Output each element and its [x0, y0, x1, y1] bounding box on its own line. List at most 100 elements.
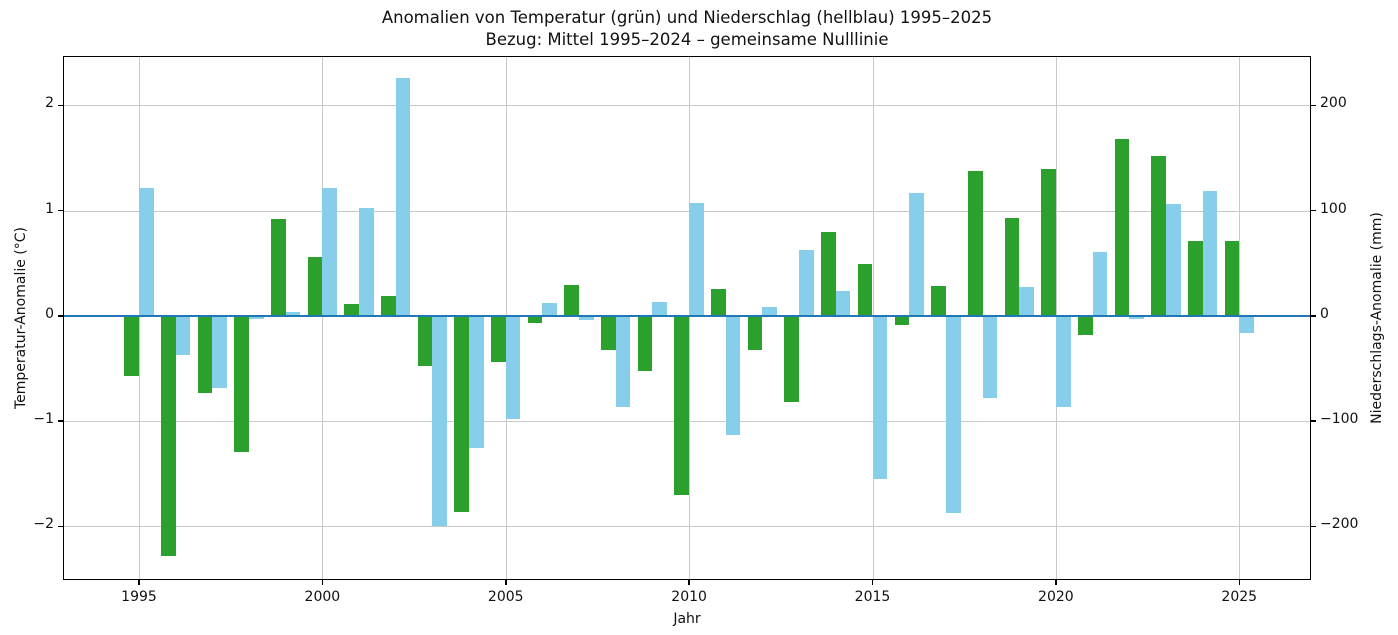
x-tick-label: 2010 [671, 589, 707, 605]
bar-temperatur-2014 [821, 231, 836, 316]
bar-niederschlag-2004 [469, 315, 484, 449]
x-tick-label: 2015 [854, 589, 891, 605]
bar-temperatur-2001 [344, 304, 360, 316]
x-tick [505, 580, 507, 585]
bar-temperatur-2011 [711, 288, 726, 316]
bar-niederschlag-2023 [1165, 204, 1181, 316]
bar-niederschlag-1995 [139, 187, 154, 316]
bar-niederschlag-2016 [909, 192, 924, 316]
x-tick-label: 2000 [304, 589, 341, 605]
bar-temperatur-2007 [564, 285, 580, 316]
bar-niederschlag-2001 [359, 207, 374, 316]
bar-temperatur-2005 [491, 315, 506, 363]
bar-niederschlag-2003 [432, 315, 448, 527]
bar-temperatur-2008 [601, 315, 616, 350]
y-left-tick-label: 1 [45, 200, 54, 217]
y-right-tick-label: 0 [1320, 305, 1329, 322]
bar-temperatur-2015 [857, 264, 873, 316]
bar-niederschlag-2022 [1129, 315, 1144, 320]
h-gridline [63, 210, 1311, 212]
x-tick [138, 580, 140, 585]
bar-niederschlag-2020 [1055, 315, 1071, 408]
v-gridline [322, 56, 324, 580]
chart-title: Anomalien von Temperatur (grün) und Nied… [381, 8, 993, 27]
bar-temperatur-2019 [1004, 218, 1020, 316]
zero-line [63, 314, 1311, 317]
x-tick-label: 2020 [1038, 589, 1074, 605]
bar-temperatur-2024 [1187, 241, 1203, 316]
h-gridline [63, 526, 1311, 528]
bar-niederschlag-2021 [1092, 251, 1108, 316]
bar-niederschlag-2005 [505, 315, 521, 419]
bar-niederschlag-2025 [1239, 315, 1254, 333]
y-right-tick [1311, 525, 1316, 528]
y-right-tick [1311, 315, 1316, 317]
x-tick-label: 2025 [1221, 589, 1258, 605]
y-left-tick-label: 2 [45, 95, 54, 112]
y-right-tick-label: −200 [1320, 516, 1359, 533]
y-left-tick-label: −1 [33, 411, 54, 428]
bar-niederschlag-2002 [395, 78, 411, 316]
bar-niederschlag-2007 [579, 315, 594, 321]
bar-temperatur-2013 [784, 315, 800, 403]
y-left-tick [58, 420, 63, 422]
y-right-tick [1311, 104, 1316, 107]
bar-temperatur-2016 [894, 315, 910, 326]
bar-temperatur-1995 [124, 315, 139, 376]
x-tick [321, 580, 324, 585]
bar-niederschlag-2014 [835, 290, 851, 316]
bar-temperatur-2017 [931, 286, 946, 316]
bar-temperatur-2009 [637, 315, 653, 371]
chart-subtitle: Bezug: Mittel 1995–2024 – gemeinsame Nul… [485, 30, 889, 49]
bar-temperatur-2003 [417, 315, 433, 367]
x-tick [871, 580, 874, 585]
bar-niederschlag-1997 [212, 315, 227, 389]
bar-niederschlag-2013 [799, 249, 814, 316]
bar-niederschlag-2015 [872, 315, 888, 479]
bar-temperatur-2020 [1041, 168, 1056, 316]
x-tick [688, 580, 690, 585]
bar-niederschlag-1998 [249, 315, 264, 320]
bar-niederschlag-2012 [762, 307, 778, 316]
bar-niederschlag-2011 [725, 315, 741, 435]
chart-title-block: Anomalien von Temperatur (grün) und Nied… [0, 7, 1374, 51]
bar-temperatur-2000 [307, 256, 323, 316]
y-left-tick [58, 209, 63, 212]
x-tick-label: 2005 [487, 589, 524, 605]
plot-area [63, 56, 1311, 580]
bar-temperatur-2006 [527, 315, 543, 324]
bar-niederschlag-2000 [322, 187, 338, 316]
x-tick [1055, 580, 1057, 585]
bar-temperatur-2021 [1077, 315, 1093, 335]
bar-temperatur-1999 [271, 219, 286, 316]
x-tick [1238, 580, 1240, 585]
y-left-axis-label: Temperatur-Anomalie (°C) [13, 227, 29, 409]
bar-temperatur-1998 [234, 315, 249, 452]
y-left-tick-label: −2 [33, 516, 54, 533]
bar-niederschlag-2019 [1019, 287, 1034, 316]
bar-temperatur-2023 [1151, 155, 1166, 316]
bar-temperatur-2025 [1224, 241, 1240, 316]
bar-temperatur-1997 [197, 315, 213, 393]
y-right-tick-label: −100 [1320, 411, 1359, 428]
bar-niederschlag-2024 [1202, 190, 1218, 316]
x-axis-label: Jahr [673, 611, 701, 627]
bar-niederschlag-2008 [615, 315, 631, 408]
y-left-tick [58, 104, 63, 107]
bar-niederschlag-2006 [542, 303, 558, 316]
bar-niederschlag-1996 [175, 315, 191, 355]
v-gridline [139, 56, 140, 580]
y-right-tick [1311, 420, 1316, 422]
bar-niederschlag-2018 [982, 315, 998, 398]
bar-temperatur-2018 [967, 170, 983, 316]
h-gridline [63, 105, 1311, 107]
y-right-tick [1311, 209, 1316, 212]
y-left-tick-label: 0 [45, 305, 54, 322]
x-tick-label: 1995 [121, 589, 157, 605]
bar-temperatur-2012 [747, 315, 763, 350]
bar-niederschlag-2009 [652, 302, 668, 316]
y-right-tick-label: 100 [1320, 200, 1347, 217]
y-right-tick-label: 200 [1320, 95, 1347, 112]
bar-temperatur-1996 [161, 315, 176, 556]
bar-temperatur-2022 [1114, 139, 1130, 316]
